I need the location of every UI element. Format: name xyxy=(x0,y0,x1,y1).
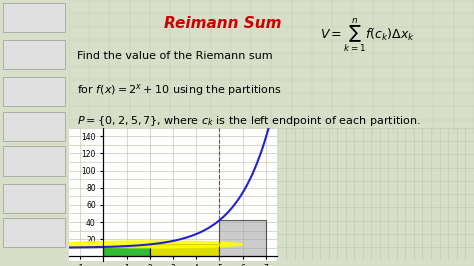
FancyBboxPatch shape xyxy=(3,40,65,69)
Circle shape xyxy=(57,241,243,248)
FancyBboxPatch shape xyxy=(3,184,65,213)
FancyBboxPatch shape xyxy=(3,146,65,176)
FancyBboxPatch shape xyxy=(3,112,65,141)
Bar xyxy=(219,220,266,256)
Text: Reimann Sum: Reimann Sum xyxy=(164,16,282,31)
Bar xyxy=(150,244,219,256)
Text: Find the value of the Riemann sum: Find the value of the Riemann sum xyxy=(77,51,273,61)
FancyBboxPatch shape xyxy=(3,77,65,106)
FancyBboxPatch shape xyxy=(3,3,65,32)
FancyBboxPatch shape xyxy=(3,218,65,247)
Text: $V = \sum_{k=1}^{n} f(c_k)\Delta x_k$: $V = \sum_{k=1}^{n} f(c_k)\Delta x_k$ xyxy=(320,16,415,54)
Bar xyxy=(103,247,150,256)
Text: for $f(x) = 2^x + 10$ using the partitions: for $f(x) = 2^x + 10$ using the partitio… xyxy=(77,82,282,98)
Text: $P = \{0,2,5,7\}$, where $c_k$ is the left endpoint of each partition.: $P = \{0,2,5,7\}$, where $c_k$ is the le… xyxy=(77,114,421,128)
